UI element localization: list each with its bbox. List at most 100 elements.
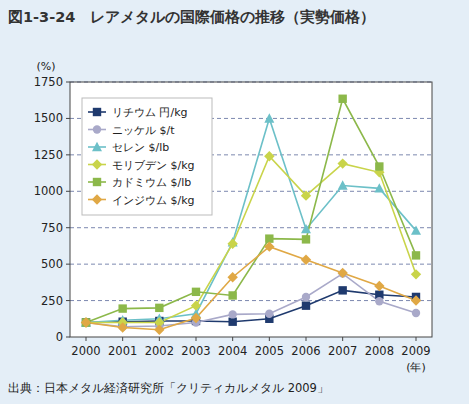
tick-mark [66,337,70,338]
data-point [411,269,421,279]
x-tick-label: 2006 [291,344,320,358]
tick-mark [66,82,70,83]
tick-mark [66,300,70,301]
data-point [411,225,421,234]
data-point [302,293,310,301]
data-point [155,304,163,312]
data-point [265,309,273,317]
data-point [118,304,126,312]
x-tick-mark [379,337,380,341]
data-point [191,300,201,310]
data-point [192,288,200,296]
data-point [412,251,420,259]
data-point [228,291,236,299]
legend-marker [92,194,102,204]
data-point [374,183,384,192]
data-point [338,95,346,103]
data-point [264,113,274,122]
y-axis-label: (%) [36,60,55,73]
x-tick-label: 2009 [401,344,430,358]
plot-area [70,82,432,337]
source: 出典：日本メタル経済研究所「クリティカルメタル 2009」 [8,381,329,395]
series-line [86,118,416,322]
x-tick-mark [342,337,343,341]
data-point [264,151,274,161]
data-point [302,235,310,243]
x-tick-label: 2005 [255,344,284,358]
data-point [228,310,236,318]
legend-marker [93,125,101,133]
y-tick-label: 750 [41,221,63,235]
data-point [264,241,274,251]
data-point [117,322,127,332]
data-point [375,297,383,305]
tick-mark [66,118,70,119]
grid-line [70,264,432,265]
data-point [228,318,236,326]
legend-marker [93,178,101,186]
x-tick-label: 2008 [365,344,394,358]
data-point [227,239,237,249]
x-tick-mark [159,337,160,341]
x-tick-mark [86,337,87,341]
y-tick-label: 500 [41,257,63,271]
data-point [227,272,237,282]
legend: リチウム 円/kgニッケル $/tセレン $/lbモリブデン $/kgカドミウム… [82,98,212,215]
data-point [81,317,91,327]
tick-mark [66,227,70,228]
series-line [86,156,416,322]
x-tick-label: 2003 [181,344,210,358]
legend-marker [93,108,101,116]
x-tick-label: 2001 [108,344,137,358]
data-point [411,295,421,305]
data-point [81,317,91,326]
data-point [191,313,201,323]
data-point [375,162,383,170]
grid-line [70,227,432,228]
y-tick-label: 1250 [34,148,63,162]
tick-mark [66,264,70,265]
y-tick-label: 0 [56,330,63,344]
title: 図1-3-24 レアメタルの国際価格の推移（実勢価格） [8,8,375,25]
x-tick-mark [122,337,123,341]
x-tick-mark [196,337,197,341]
data-point [302,301,310,309]
data-point [338,286,346,294]
data-point [154,325,164,335]
data-point [338,180,348,189]
x-axis-label: (年) [406,361,426,374]
x-tick-mark [306,337,307,341]
x-tick-mark [416,337,417,341]
y-tick-label: 1500 [34,111,63,125]
x-tick-mark [269,337,270,341]
data-point [301,255,311,265]
series-line [86,247,416,330]
data-point [82,318,90,326]
tick-mark [66,191,70,192]
tick-mark [66,154,70,155]
legend-label: リチウム 円/kg [112,106,188,119]
data-point [82,318,90,326]
series-group [81,95,421,335]
data-point [301,190,311,200]
y-tick-label: 1750 [34,75,63,89]
legend-label: セレン $/lb [112,141,169,154]
chart: 図1-3-24 レアメタルの国際価格の推移（実勢価格）0250500750100… [0,0,469,404]
legend-marker [92,159,102,169]
x-tick-mark [232,337,233,341]
legend-label: インジウム $/kg [112,194,195,207]
x-tick-label: 2004 [218,344,247,358]
legend-box [82,98,212,215]
x-tick-label: 2002 [145,344,174,358]
series-line [86,290,416,322]
plot-frame [70,82,432,337]
legend-label: カドミウム $/lb [112,176,191,189]
legend-label: ニッケル $/t [112,124,175,137]
data-point [374,281,384,291]
data-point [301,224,311,233]
y-tick-label: 1000 [34,184,63,198]
legend-marker [92,142,102,151]
data-point [412,309,420,317]
data-point [337,268,347,278]
x-tick-label: 2007 [328,344,357,358]
